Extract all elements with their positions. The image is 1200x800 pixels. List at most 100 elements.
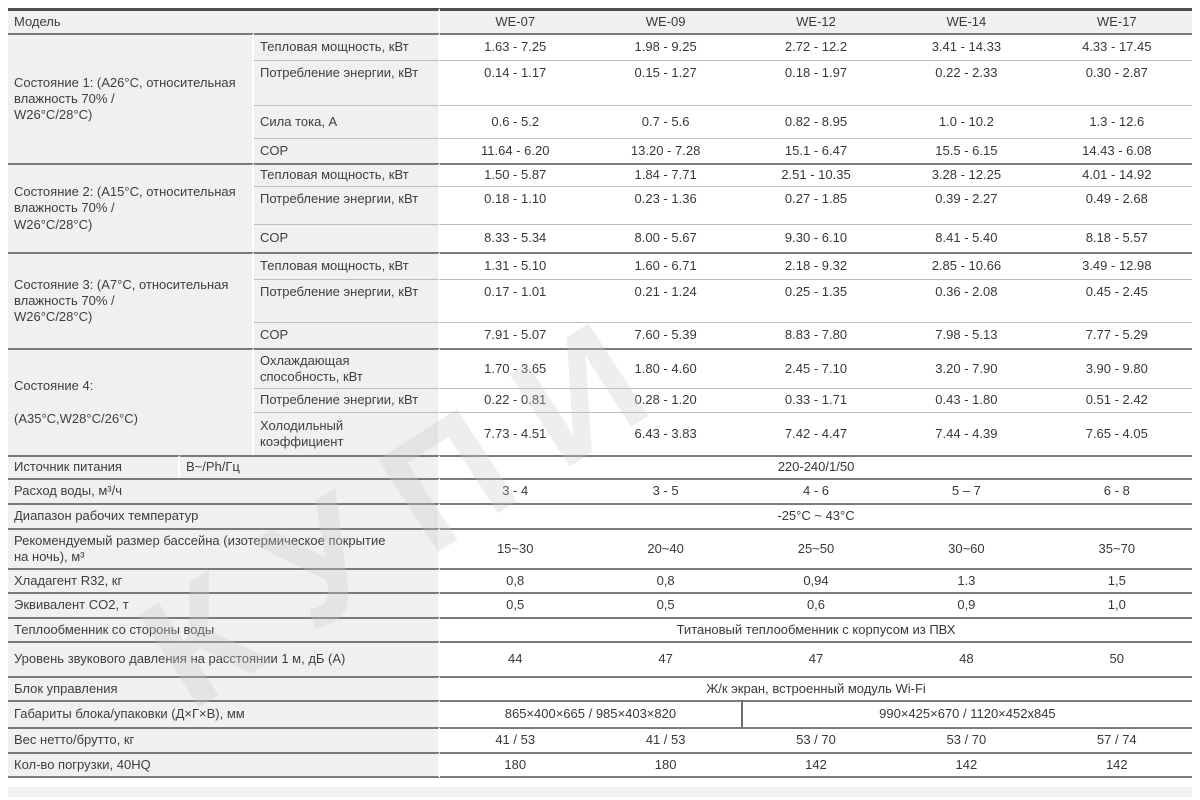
row-label: Теплообменник со стороны воды <box>8 617 441 641</box>
spec-value: 4.33 - 17.45 <box>1041 33 1192 60</box>
table-row: Хладагент R32, кг 0,8 0,8 0,94 1.3 1,5 <box>8 568 1192 592</box>
spec-value: 1.3 <box>891 568 1042 592</box>
spec-value: 0,8 <box>440 568 591 592</box>
corner-label: Модель <box>8 8 441 33</box>
spec-value: 3.41 - 14.33 <box>891 33 1042 60</box>
spec-value: 15.5 - 6.15 <box>891 138 1042 163</box>
spec-value: 0.18 - 1.10 <box>440 186 591 224</box>
spec-value: 142 <box>740 752 892 778</box>
spec-value: 3.49 - 12.98 <box>1041 252 1192 279</box>
spec-value: 9.30 - 6.10 <box>740 224 892 252</box>
spec-table: Модель WE-07 WE-09 WE-12 WE-14 WE-17 Состояние… <box>8 8 1192 778</box>
table-row: Блок управления Ж/к экран, встроенный мод… <box>8 676 1192 700</box>
spec-value: 142 <box>891 752 1042 778</box>
spec-value: 0,6 <box>740 592 892 617</box>
model-header: WE-17 <box>1041 8 1192 33</box>
param-label: Охлаждающая способность, кВт <box>254 348 441 388</box>
spec-value: 0,94 <box>740 568 892 592</box>
spec-value: 0.27 - 1.85 <box>740 186 892 224</box>
row-label: Габариты блока/упаковки (Д×Г×В), мм <box>8 700 441 727</box>
row-label: Уровень звукового давления на расстоянии… <box>8 641 441 676</box>
table-row: Эквивалент CO2, т 0,5 0,5 0,6 0,9 1,0 <box>8 592 1192 617</box>
spec-value: 0,9 <box>891 592 1042 617</box>
table-row: COP 11.64 - 6.20 13.20 - 7.28 15.1 - 6.47 15… <box>8 138 1192 163</box>
spec-value: 0,5 <box>590 592 741 617</box>
row-label: Рекомендуемый размер бассейна (изотермич… <box>8 528 441 568</box>
model-header: WE-07 <box>440 8 591 33</box>
spec-value: 41 / 53 <box>440 727 591 752</box>
spec-value: 3.90 - 9.80 <box>1041 348 1192 388</box>
spec-value: 0.7 - 5.6 <box>590 105 741 138</box>
spec-value: 0.21 - 1.24 <box>590 279 741 322</box>
row-label: Хладагент R32, кг <box>8 568 441 592</box>
table-row: Вес нетто/брутто, кг 41 / 53 41 / 53 53 / 7… <box>8 727 1192 752</box>
param-label: COP <box>254 322 441 348</box>
param-label: Потребление энергии, кВт <box>254 279 441 322</box>
param-label: Тепловая мощность, кВт <box>254 252 441 279</box>
table-row: Модель WE-07 WE-09 WE-12 WE-14 WE-17 <box>8 8 1192 33</box>
spec-value: 0.39 - 2.27 <box>891 186 1042 224</box>
spec-value: 47 <box>590 641 741 676</box>
spec-value: 1,0 <box>1041 592 1192 617</box>
spec-table-body: Модель WE-07 WE-09 WE-12 WE-14 WE-17 Состояние… <box>8 8 1192 778</box>
spec-value: 30~60 <box>891 528 1042 568</box>
spec-value: 1.3 - 12.6 <box>1041 105 1192 138</box>
spec-value: 0.17 - 1.01 <box>440 279 591 322</box>
spec-value: 0.22 - 2.33 <box>891 60 1042 105</box>
param-label: Потребление энергии, кВт <box>254 388 441 412</box>
section-label: Состояние 1: (A26°C, относительная влажн… <box>8 33 254 163</box>
spec-value: 3.28 - 12.25 <box>891 163 1042 186</box>
spec-value: 0.18 - 1.97 <box>740 60 892 105</box>
spec-value: 0.33 - 1.71 <box>740 388 892 412</box>
spec-value: 0.49 - 2.68 <box>1041 186 1192 224</box>
spec-value: 53 / 70 <box>740 727 892 752</box>
table-row: Уровень звукового давления на расстоянии… <box>8 641 1192 676</box>
section-label: Состояние 4: (A35°C,W28°C/26°C) <box>8 348 254 455</box>
span-value: -25°C ~ 43°C <box>440 503 1192 528</box>
table-row: Источник питания В~/Ph/Гц 220-240/1/50 <box>8 455 1192 478</box>
param-label: COP <box>254 138 441 163</box>
spec-value: 1.98 - 9.25 <box>590 33 741 60</box>
span-value: Ж/к экран, встроенный модуль Wi-Fi <box>440 676 1192 700</box>
model-header: WE-12 <box>740 8 892 33</box>
spec-value: 3 - 4 <box>440 478 591 503</box>
bottom-band <box>8 787 1192 797</box>
spec-value: 41 / 53 <box>590 727 741 752</box>
spec-value: 1.50 - 5.87 <box>440 163 591 186</box>
spec-value: 8.00 - 5.67 <box>590 224 741 252</box>
row-label: Эквивалент CO2, т <box>8 592 441 617</box>
model-header: WE-14 <box>891 8 1042 33</box>
spec-value: 6.43 - 3.83 <box>590 412 741 455</box>
spec-value: 1.31 - 5.10 <box>440 252 591 279</box>
spec-value: 57 / 74 <box>1041 727 1192 752</box>
table-row: Потребление энергии, кВт 0.22 - 0.81 0.28 … <box>8 388 1192 412</box>
spec-value: 0.36 - 2.08 <box>891 279 1042 322</box>
spec-value: 7.73 - 4.51 <box>440 412 591 455</box>
spec-value: 0.82 - 8.95 <box>740 105 892 138</box>
section-label: Состояние 2: (A15°C, относительная влажн… <box>8 163 254 252</box>
spec-value: 180 <box>590 752 741 778</box>
span-value: Титановый теплообменник с корпусом из ПВ… <box>440 617 1192 641</box>
spec-value: 0,8 <box>590 568 741 592</box>
spec-value: 11.64 - 6.20 <box>440 138 591 163</box>
spec-value: 44 <box>440 641 591 676</box>
spec-value: 8.83 - 7.80 <box>740 322 892 348</box>
spec-value: 1.63 - 7.25 <box>440 33 591 60</box>
param-label: В~/Ph/Гц <box>180 455 441 478</box>
spec-value: 35~70 <box>1041 528 1192 568</box>
spec-value: 8.18 - 5.57 <box>1041 224 1192 252</box>
spec-value: 7.65 - 4.05 <box>1041 412 1192 455</box>
row-label: Источник питания <box>8 455 180 478</box>
dimensions-value: 865×400×665 / 985×403×820 <box>440 700 741 727</box>
spec-value: 7.60 - 5.39 <box>590 322 741 348</box>
spec-value: 0.30 - 2.87 <box>1041 60 1192 105</box>
model-header: WE-09 <box>590 8 741 33</box>
dimensions-value: 990×425×670 / 1120×452x845 <box>740 700 1192 727</box>
spec-value: 13.20 - 7.28 <box>590 138 741 163</box>
spec-value: 14.43 - 6.08 <box>1041 138 1192 163</box>
table-row: Состояние 2: (A15°C, относительная влажн… <box>8 163 1192 252</box>
row-label: Вес нетто/брутто, кг <box>8 727 441 752</box>
param-label: Потребление энергии, кВт <box>254 60 441 105</box>
param-label: Тепловая мощность, кВт <box>254 33 441 60</box>
